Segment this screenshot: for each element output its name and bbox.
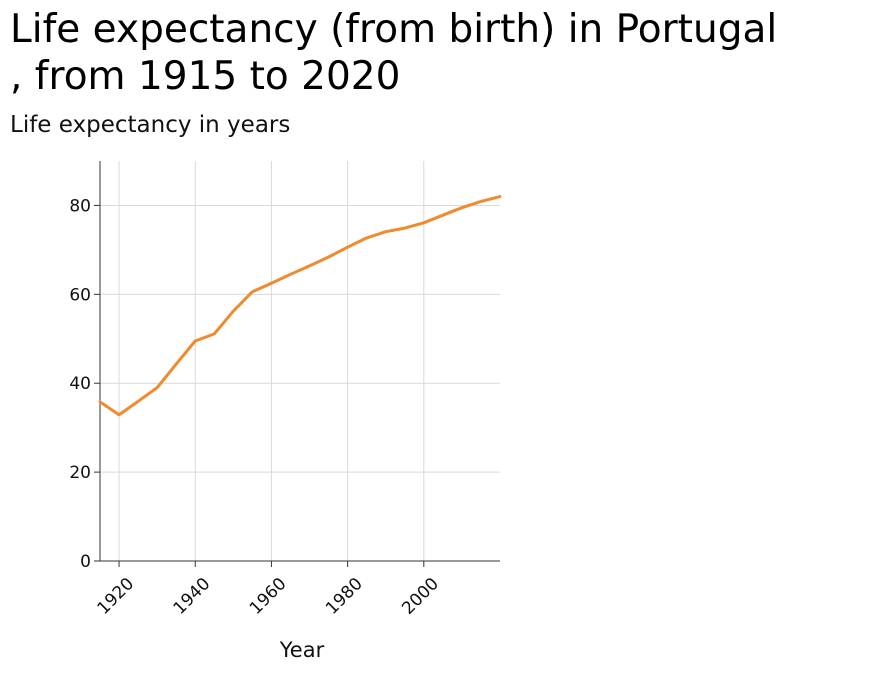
y-axis-label: Life expectancy in years bbox=[10, 112, 291, 138]
x-tick-label-1920: 1920 bbox=[93, 574, 138, 619]
series-line-0 bbox=[98, 195, 502, 417]
series-layer bbox=[98, 195, 502, 417]
y-tick-label-40: 40 bbox=[69, 374, 91, 394]
grid-lines bbox=[100, 161, 500, 561]
y-tick-label-0: 0 bbox=[80, 552, 91, 572]
chart-title: Life expectancy (from birth) in Portugal… bbox=[10, 7, 778, 99]
x-tick-label-2000: 2000 bbox=[398, 574, 443, 619]
tick-labels: 0 20 40 60 80 1920 1940 1960 1980 2000 bbox=[69, 196, 443, 618]
y-tick-label-80: 80 bbox=[69, 196, 91, 216]
x-tick-label-1980: 1980 bbox=[322, 574, 367, 619]
y-tick-label-20: 20 bbox=[69, 463, 91, 483]
axes bbox=[94, 161, 500, 567]
x-tick-label-1960: 1960 bbox=[246, 574, 291, 619]
y-tick-label-60: 60 bbox=[69, 285, 91, 305]
x-tick-label-1940: 1940 bbox=[170, 574, 215, 619]
x-axis-title: Year bbox=[279, 638, 325, 662]
